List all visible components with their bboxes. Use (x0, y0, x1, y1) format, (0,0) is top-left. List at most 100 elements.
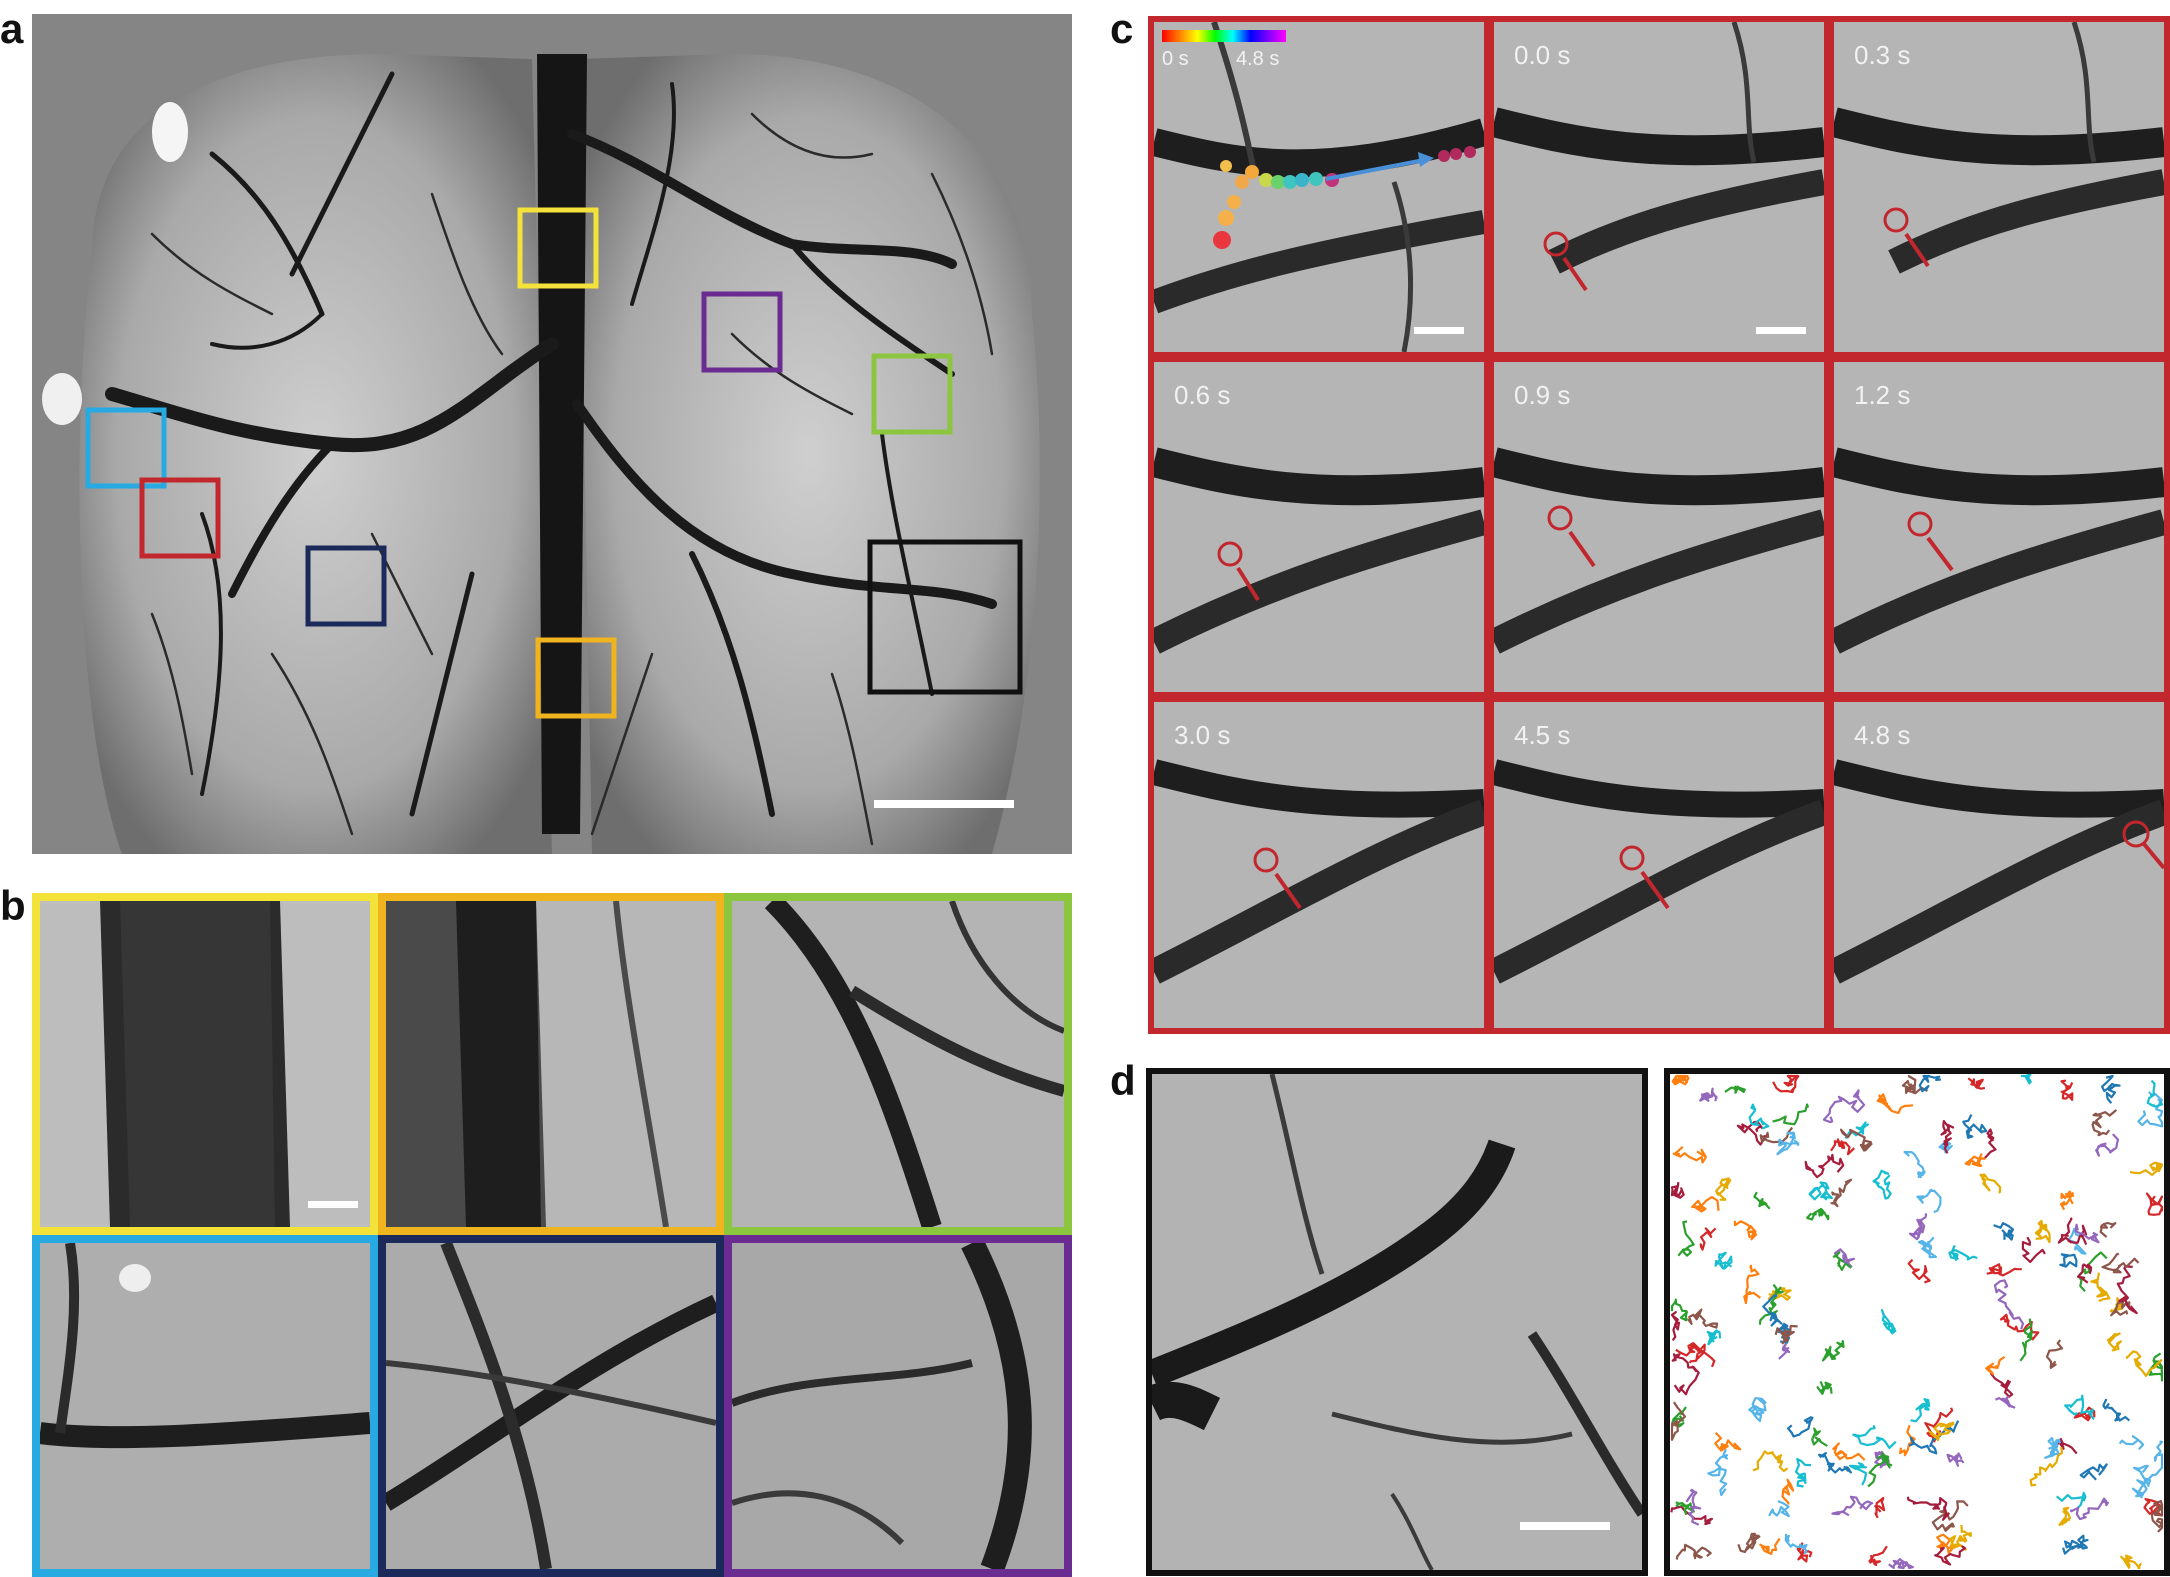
particle-track (1670, 1298, 1689, 1322)
particle-track (1839, 1128, 1873, 1152)
particle-track (2073, 1406, 2096, 1422)
particle-track (2119, 1554, 2142, 1570)
particle-track (1687, 1308, 1719, 1329)
particle-track (1908, 1420, 1960, 1455)
particle-track (2146, 1079, 2164, 1108)
particle-track (1817, 1452, 1852, 1474)
roi-zoom-grid (32, 893, 1072, 1577)
particle-track (1675, 1543, 1712, 1560)
frame-tile-7: 4.8 s (1834, 702, 2164, 1028)
time-label-5: 3.0 s (1174, 720, 1231, 750)
particle-track (2077, 1263, 2093, 1284)
particle-track (2145, 1192, 2164, 1216)
timelapse-grid: 0 s 4.8 s 0.0 s 0.3 s (1148, 16, 2170, 1034)
particle-track (2125, 1350, 2163, 1377)
scale-bar-c2 (1756, 327, 1806, 334)
particle-track (1806, 1207, 1830, 1221)
particle-track (2090, 1272, 2111, 1302)
particle-track (2070, 1497, 2109, 1521)
particle-track (1816, 1380, 1833, 1395)
particle-track (1724, 1085, 1746, 1094)
particle-track (1917, 1236, 1937, 1259)
frame-tile-2: 0.6 s (1154, 362, 1484, 692)
particle-track (2095, 1133, 2120, 1157)
particle-track (1759, 1126, 1794, 1145)
particle-track (1986, 1263, 2022, 1277)
particle-track (1671, 1353, 1700, 1396)
particle-track (1748, 1397, 1767, 1423)
particle-track (1949, 1524, 1972, 1551)
particle-track (2136, 1440, 2164, 1499)
particle-track (1989, 1372, 2014, 1398)
particle-track (1872, 1169, 1892, 1200)
roi-orange (535, 637, 617, 719)
time-label-3: 0.9 s (1514, 380, 1571, 410)
particle-track (1804, 1153, 1845, 1179)
particle-track (1906, 1496, 1951, 1521)
time-label-1: 0.3 s (1854, 40, 1911, 70)
particle-track (1964, 1153, 1986, 1168)
frame-tile-1: 0.3 s (1834, 22, 2164, 352)
particle-track (1901, 1074, 1928, 1095)
particle-track (2057, 1217, 2088, 1246)
particle-track (2129, 1161, 2164, 1176)
particle-track (2091, 1109, 2117, 1137)
particle-track (1670, 1505, 1713, 1526)
particle-track (1852, 1424, 1897, 1449)
particle-track (1737, 1532, 1761, 1553)
particle-track (1903, 1150, 1926, 1179)
particle-track (2116, 1265, 2138, 1315)
particle-track (1822, 1340, 1845, 1362)
particle-track (2148, 1352, 2164, 1382)
particle-track (1979, 1173, 2002, 1194)
brain-overview-svg (32, 14, 1072, 854)
tracks-svg (1670, 1074, 2164, 1570)
particle-track (1993, 1222, 2015, 1241)
particle-track (1772, 1074, 1800, 1094)
particle-track (1687, 1342, 1705, 1364)
left-hemisphere (79, 54, 552, 854)
roi-navy (305, 545, 387, 627)
particle-track (1714, 1432, 1742, 1452)
particle-track (2079, 1463, 2108, 1481)
particle-track (2056, 1491, 2087, 1508)
particle-track (1699, 1087, 1718, 1102)
particle-track (1868, 1545, 1888, 1567)
tracking-field-image (1146, 1068, 1648, 1576)
particle-track (1910, 1398, 1931, 1423)
trajectory-arrow (1325, 158, 1425, 181)
particle-track (1671, 1074, 1690, 1086)
particle-track (1794, 1458, 1812, 1488)
panel-label-d: d (1110, 1057, 1136, 1104)
particle-track (2137, 1091, 2164, 1128)
particle-track (1743, 1264, 1761, 1305)
particle-track (2021, 1236, 2046, 1264)
particle-track (1907, 1258, 1931, 1284)
trajectory-tile: 0 s 4.8 s (1154, 22, 1484, 352)
particle-track (1706, 1329, 1722, 1346)
particle-track (1768, 1500, 1790, 1518)
particle-track (2101, 1252, 2140, 1274)
particle-track (1762, 1294, 1783, 1327)
roi-red (139, 477, 221, 559)
frame-tile-4: 1.2 s (1834, 362, 2164, 692)
scale-bar-b (308, 1201, 358, 1208)
particle-track (1928, 1421, 1955, 1442)
roi-green (871, 353, 953, 435)
particle-track (1752, 1450, 1789, 1473)
particle-track (1874, 1496, 1886, 1519)
scale-bar-d (1520, 1522, 1610, 1530)
time-label-6: 4.5 s (1514, 720, 1571, 750)
time-label-0: 0.0 s (1514, 40, 1571, 70)
particle-track (2058, 1506, 2071, 1526)
time-label-7: 4.8 s (1854, 720, 1911, 750)
particle-track (1833, 1248, 1855, 1268)
particle-track (1916, 1188, 1942, 1214)
particle-track (1748, 1103, 1770, 1130)
particle-track (2099, 1221, 2117, 1238)
frame-tile-0: 0.0 s (1494, 22, 1824, 352)
particle-track (2102, 1398, 2131, 1422)
particle-track (1908, 1213, 1928, 1241)
particle-track (1776, 1131, 1800, 1156)
particle-track (2060, 1079, 2074, 1101)
